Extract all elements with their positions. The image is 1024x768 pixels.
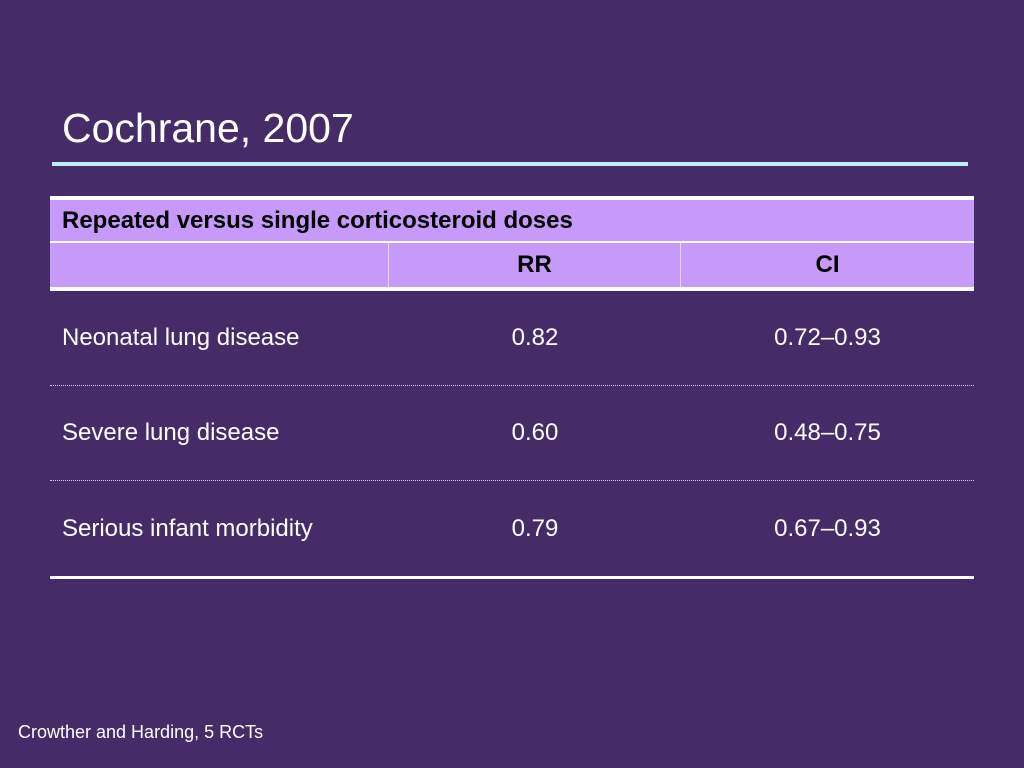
row-label: Severe lung disease xyxy=(62,419,280,446)
table-row: Severe lung disease 0.60 0.48–0.75 xyxy=(50,386,974,481)
row-rr-value: 0.60 xyxy=(511,419,559,446)
header-cell-ci: CI xyxy=(815,251,840,278)
row-ci-value: 0.67–0.93 xyxy=(774,514,881,542)
header-cell-label xyxy=(50,243,389,287)
table-row: Neonatal lung disease 0.82 0.72–0.93 xyxy=(50,291,974,386)
row-ci-value: 0.48–0.75 xyxy=(774,419,881,446)
row-rr-value: 0.79 xyxy=(511,514,559,542)
results-table: Repeated versus single corticosteroid do… xyxy=(50,196,974,579)
row-label: Neonatal lung disease xyxy=(62,324,300,351)
table-caption-row: Repeated versus single corticosteroid do… xyxy=(50,200,974,243)
table-top-border xyxy=(50,196,974,200)
header-cell-rr: RR xyxy=(389,243,681,287)
table-row: Serious infant morbidity 0.79 0.67–0.93 xyxy=(50,481,974,576)
title-divider xyxy=(52,162,968,166)
table-caption: Repeated versus single corticosteroid do… xyxy=(62,206,573,234)
row-rr-value: 0.82 xyxy=(511,324,559,351)
slide-title: Cochrane, 2007 xyxy=(62,105,354,151)
row-label: Serious infant morbidity xyxy=(62,514,313,542)
source-footnote: Crowther and Harding, 5 RCTs xyxy=(18,722,264,742)
row-ci-value: 0.72–0.93 xyxy=(774,324,881,351)
table-header-row: RR CI xyxy=(50,243,974,291)
table-bottom-border xyxy=(50,576,974,579)
